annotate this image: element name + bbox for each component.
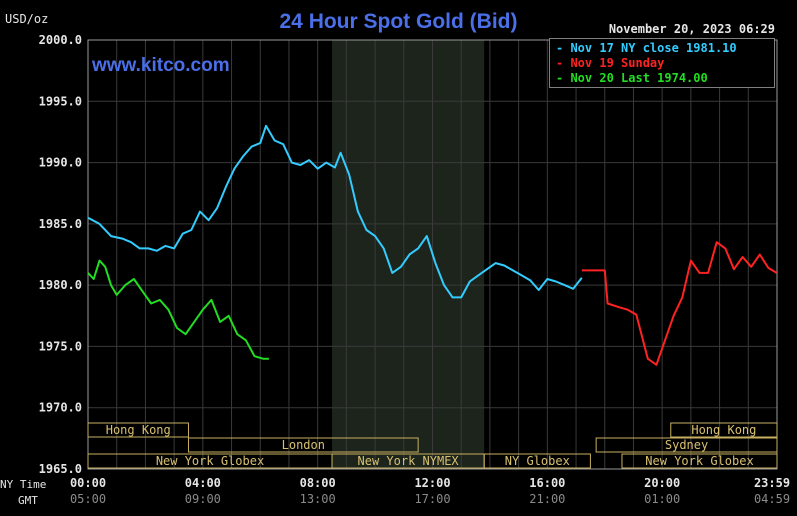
- x-tick-label-gmt: 04:59: [754, 492, 790, 506]
- session-box: [87, 422, 189, 438]
- y-tick-label: 2000.0: [39, 33, 82, 47]
- session-box: [483, 453, 591, 469]
- x-tick-label-ny: 12:00: [414, 476, 450, 490]
- session-label: Sydney: [665, 438, 708, 452]
- plot-frame: [87, 39, 778, 470]
- x-tick-label-ny: 00:00: [70, 476, 106, 490]
- gmt-row-label: GMT: [18, 494, 38, 507]
- legend-item-label: Nov 20 Last 1974.00: [570, 71, 708, 85]
- y-tick-label: 1980.0: [39, 278, 82, 292]
- x-tick-label-gmt: 21:00: [529, 492, 565, 506]
- session-box: [595, 437, 778, 453]
- y-tick-label: 1965.0: [39, 462, 82, 476]
- x-tick-label-ny: 16:00: [529, 476, 565, 490]
- legend-item-label: Nov 17 NY close 1981.10: [570, 41, 737, 55]
- y-tick-label: 1995.0: [39, 94, 82, 108]
- session-label: NY Globex: [505, 454, 570, 468]
- y-tick-label: 1990.0: [39, 156, 82, 170]
- shaded-band: [332, 40, 485, 469]
- ny-time-row-label: NY Time: [0, 478, 47, 491]
- legend-item-nov17: - Nov 17 NY close 1981.10: [556, 41, 737, 55]
- session-box: [187, 437, 419, 453]
- y-tick-label: 1985.0: [39, 217, 82, 231]
- legend-item-nov20: - Nov 20 Last 1974.00: [556, 71, 708, 85]
- session-label: New York Globex: [156, 454, 264, 468]
- session-box: [621, 453, 778, 469]
- series-line: [87, 259, 269, 360]
- x-tick-label-gmt: 17:00: [414, 492, 450, 506]
- x-tick-label-gmt: 09:00: [185, 492, 221, 506]
- x-tick-label-gmt: 01:00: [644, 492, 680, 506]
- legend: - Nov 17 NY close 1981.10 - Nov 19 Sunda…: [549, 38, 775, 88]
- x-tick-label-gmt: 05:00: [70, 492, 106, 506]
- x-tick-label-ny: 20:00: [644, 476, 680, 490]
- x-tick-label-gmt: 13:00: [300, 492, 336, 506]
- series-line: [87, 124, 583, 299]
- legend-item-nov19: - Nov 19 Sunday: [556, 56, 665, 70]
- chart-datetime: November 20, 2023 06:29: [608, 22, 775, 36]
- y-tick-label: 1970.0: [39, 401, 82, 415]
- series-line: [581, 241, 778, 366]
- x-tick-label-ny: 23:59: [754, 476, 790, 490]
- unit-label: USD/oz: [5, 12, 49, 26]
- session-box: [670, 422, 778, 438]
- session-label: London: [282, 438, 325, 452]
- session-label: New York Globex: [645, 454, 753, 468]
- session-label: Hong Kong: [691, 423, 756, 437]
- x-tick-label-ny: 08:00: [300, 476, 336, 490]
- y-tick-label: 1975.0: [39, 339, 82, 353]
- website-watermark: www.kitco.com: [92, 55, 230, 76]
- session-label: New York NYMEX: [358, 454, 460, 468]
- legend-item-label: Nov 19 Sunday: [570, 56, 665, 70]
- chart-title: 24 Hour Spot Gold (Bid): [279, 10, 518, 33]
- x-tick-label-ny: 04:00: [185, 476, 221, 490]
- session-label: Hong Kong: [106, 423, 171, 437]
